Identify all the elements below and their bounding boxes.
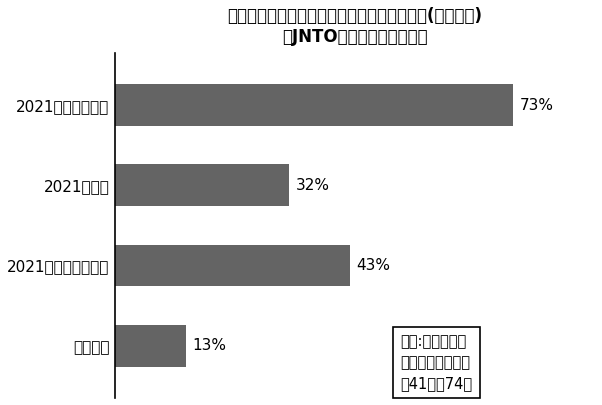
Title: 訪日旅行・路線の販売再開希望時期はいつか(複数回答)
〈JNTOハノイ事務所調査〉: 訪日旅行・路線の販売再開希望時期はいつか(複数回答) 〈JNTOハノイ事務所調査… (228, 7, 482, 46)
Bar (115, 325, 186, 367)
Text: 32%: 32% (296, 178, 330, 193)
Text: 13%: 13% (193, 338, 226, 354)
Text: 73%: 73% (520, 98, 554, 113)
Bar (115, 164, 290, 206)
Bar (115, 245, 350, 286)
Bar (115, 84, 514, 126)
Text: 43%: 43% (356, 258, 390, 273)
Text: 回答:ベトナムの
旅行会社・航空会
社41社・74人: 回答:ベトナムの 旅行会社・航空会 社41社・74人 (400, 334, 473, 391)
